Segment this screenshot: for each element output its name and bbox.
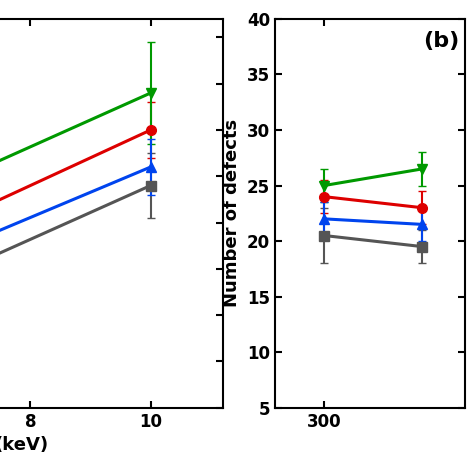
X-axis label: (keV): (keV)	[0, 436, 48, 454]
Y-axis label: Number of defects: Number of defects	[223, 119, 241, 307]
Text: (b): (b)	[423, 31, 459, 51]
